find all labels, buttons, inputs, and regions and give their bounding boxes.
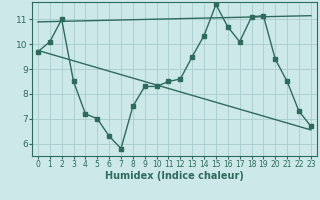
X-axis label: Humidex (Indice chaleur): Humidex (Indice chaleur) [105, 171, 244, 181]
